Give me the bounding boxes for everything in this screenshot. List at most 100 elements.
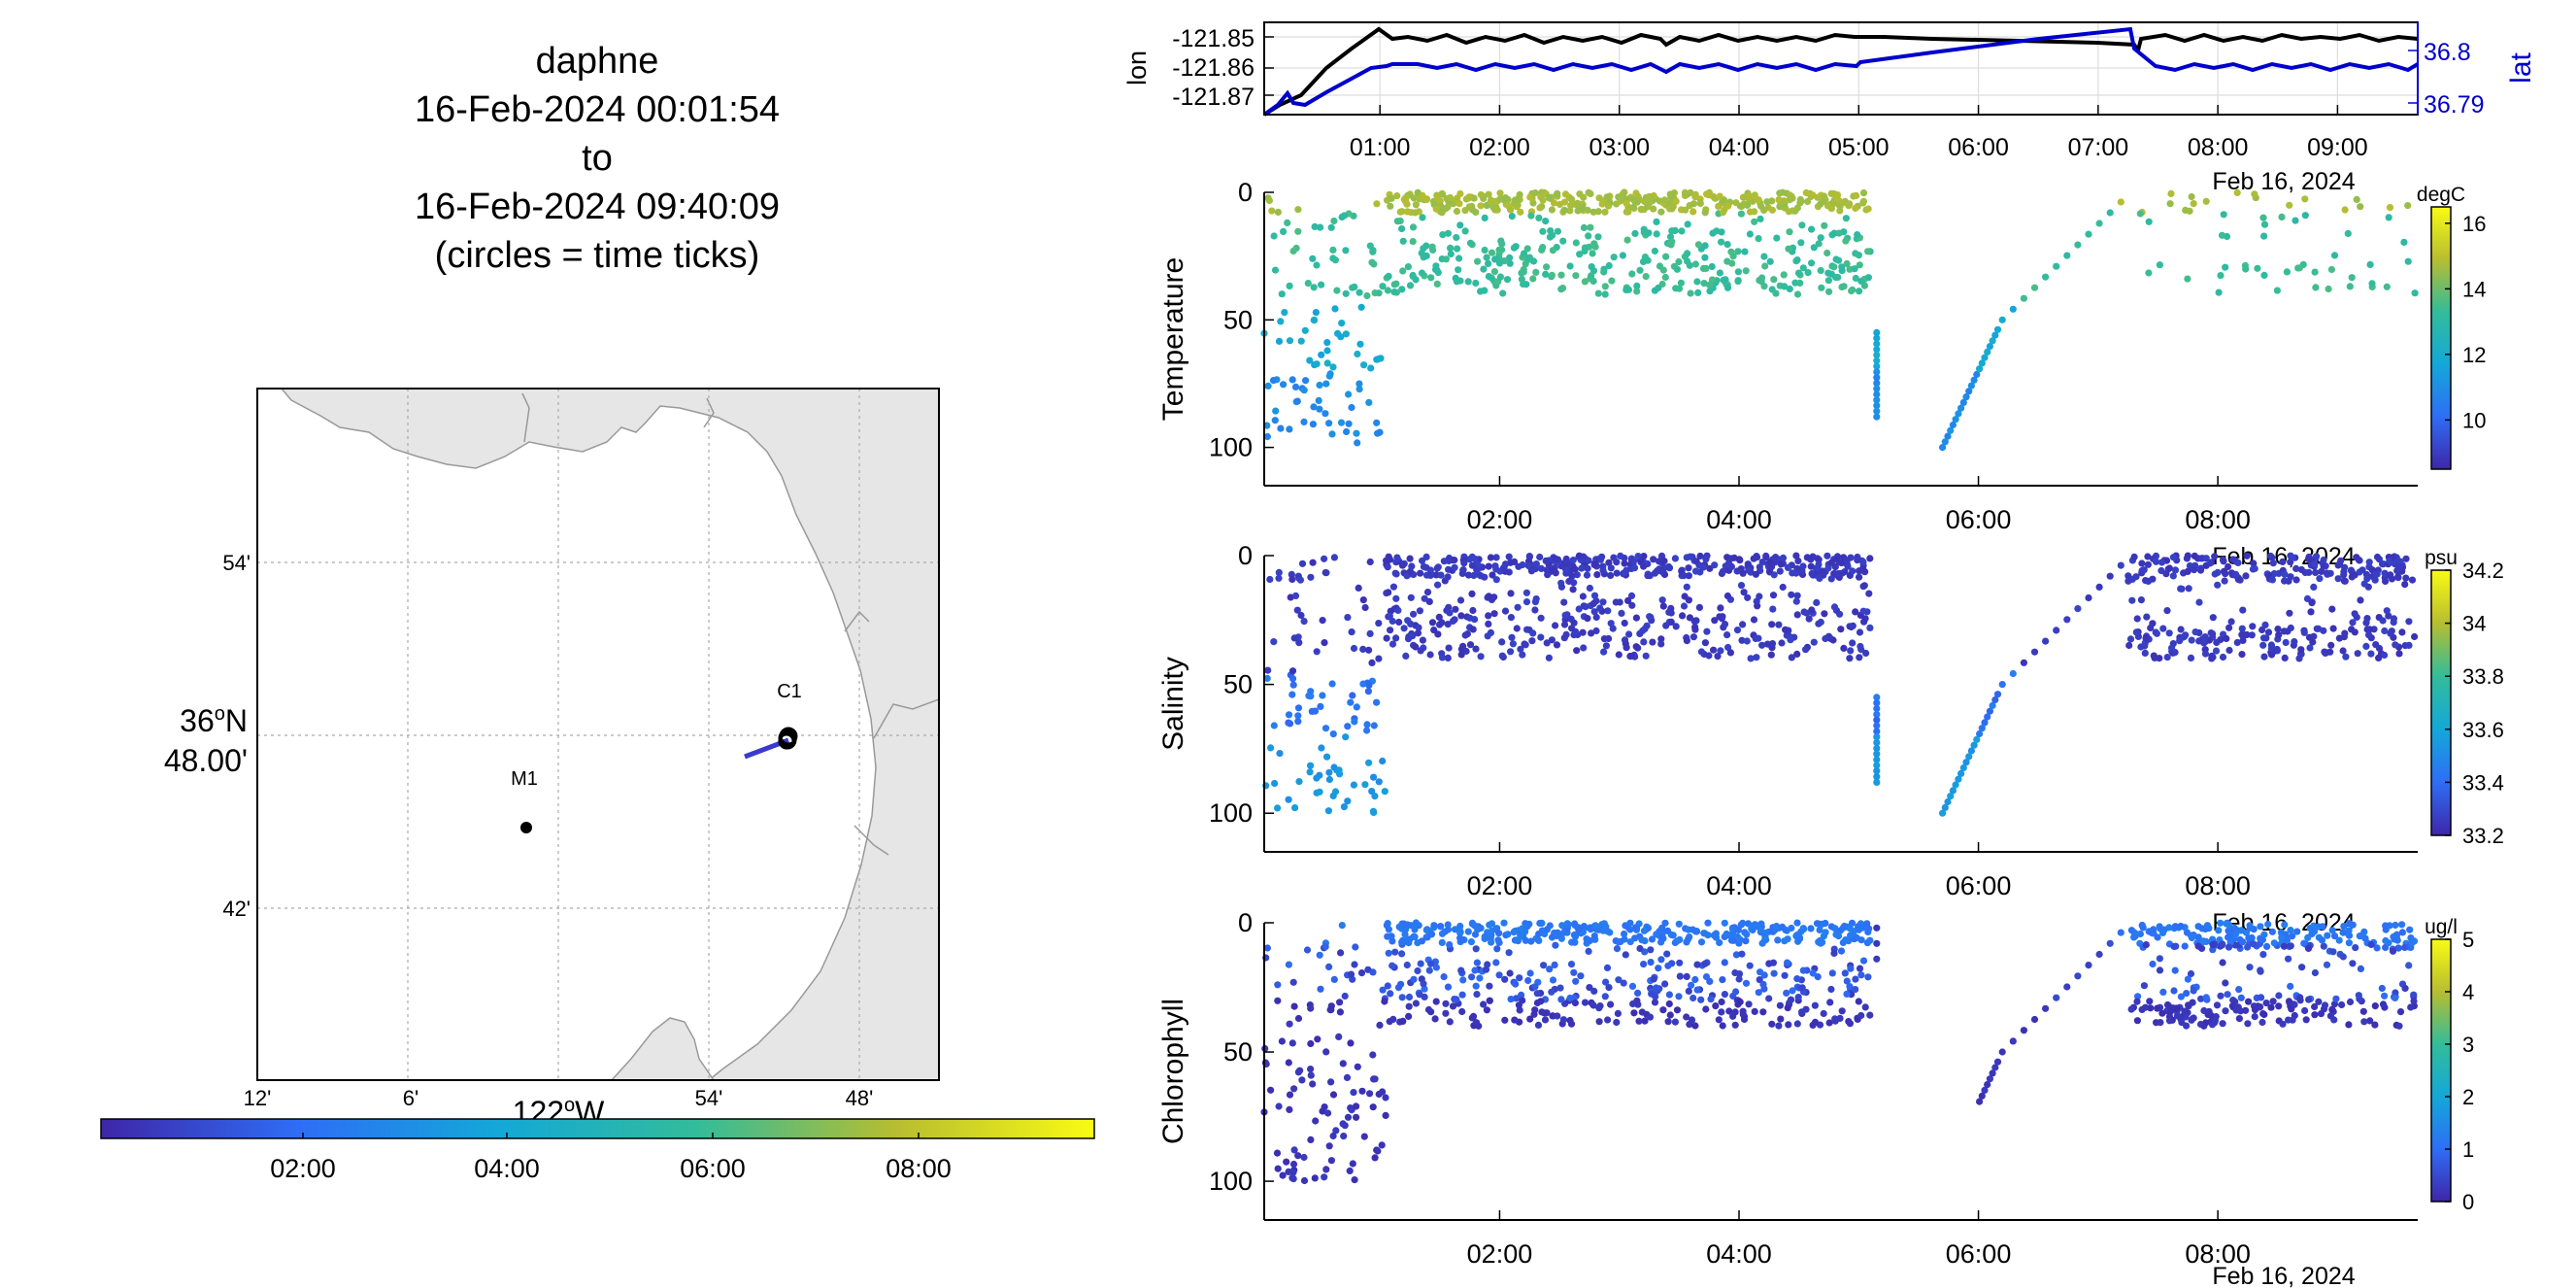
salinity-point (1288, 691, 1296, 698)
chlorophyll-point (1538, 919, 1546, 928)
salinity-point (1529, 629, 1537, 637)
salinity-point (1973, 735, 1981, 744)
chlorophyll-point (2287, 927, 2294, 934)
salinity-point (1859, 558, 1867, 566)
salinity-point (2312, 568, 2320, 577)
chlorophyll-point (2410, 998, 2418, 1005)
chlorophyll-point (1473, 959, 1481, 966)
temperature-point (1536, 204, 1544, 212)
salinity-point (1607, 571, 1615, 580)
salinity-units-label: psu (2425, 547, 2458, 569)
salinity-point (1815, 620, 1823, 627)
salinity-point (1816, 574, 1823, 583)
chlorophyll-point (1303, 946, 1312, 954)
temperature-point (1539, 196, 1547, 204)
salinity-point (1307, 688, 1315, 695)
chlorophyll-point (2239, 938, 2247, 946)
salinity-point (1695, 603, 1703, 612)
temperature-point (1852, 274, 1859, 283)
chlorophyll-point (1798, 1008, 1806, 1016)
salinity-point (1798, 567, 1806, 575)
temperature-point (1842, 215, 1850, 222)
temperature-point (1431, 265, 1440, 274)
chlorophyll-ytick-label: 0 (1238, 908, 1253, 937)
temperature-point (1318, 351, 1325, 358)
temperature-point (2217, 272, 2225, 280)
temperature-point (1947, 426, 1955, 434)
chlorophyll-point (1486, 982, 1493, 990)
chlorophyll-ytick-label: 100 (1209, 1167, 1253, 1196)
salinity-point (1528, 637, 1536, 645)
chlorophyll-point (2398, 929, 2406, 936)
salinity-point (1543, 639, 1551, 647)
chlorophyll-point (2258, 1018, 2266, 1027)
salinity-point (1596, 604, 1604, 612)
salinity-point (1570, 579, 1578, 587)
chlorophyll-point (1772, 925, 1780, 932)
salinity-point (2351, 571, 2359, 579)
chlorophyll-point (2225, 943, 2233, 951)
chlorophyll-point (1595, 1004, 1603, 1012)
temperature-point (1843, 259, 1851, 268)
temperature-point (1559, 237, 1567, 245)
temperature-point (1756, 215, 1764, 222)
temperature-point (1294, 206, 1302, 214)
chlorophyll-point (1785, 1021, 1792, 1029)
salinity-point (1685, 564, 1692, 572)
lat-ytick-marks (2408, 50, 2418, 104)
chlorophyll-point (1535, 931, 1543, 938)
chlorophyll-point (1344, 1113, 1353, 1121)
chlorophyll-point (2260, 931, 2268, 938)
salinity-point (1618, 609, 1625, 618)
temperature-point (2301, 212, 2309, 220)
salinity-point (2267, 641, 2275, 649)
temperature-point (1682, 206, 1689, 214)
salinity-point (1615, 651, 1623, 659)
chlorophyll-point (2159, 988, 2167, 996)
chlorophyll-point (2228, 1002, 2236, 1010)
chlorophyll-point (1613, 1018, 1621, 1027)
salinity-point (1846, 655, 1854, 662)
temperature-point (1481, 287, 1489, 294)
chlorophyll-point (1351, 961, 1358, 968)
salinity-point (1959, 763, 1967, 772)
salinity-point (1537, 564, 1545, 573)
chlorophyll-point (1527, 937, 1535, 945)
chlorophyll-point (1873, 939, 1881, 947)
temperature-point (1732, 199, 1740, 207)
salinity-point (1294, 704, 1303, 712)
temperature-point (1353, 429, 1360, 437)
chlorophyll-point (1602, 978, 1610, 986)
chlorophyll-point (1607, 1000, 1615, 1008)
salinity-point (1744, 593, 1752, 601)
chlorophyll-point (1707, 996, 1715, 1003)
salinity-point (1428, 619, 1437, 627)
chlorophyll-point (1571, 938, 1579, 946)
salinity-point (2209, 614, 2217, 622)
lon-line (1262, 26, 2419, 117)
temperature-point (2292, 217, 2299, 224)
salinity-point (1321, 725, 1330, 732)
salinity-point (1793, 650, 1801, 659)
salinity-point (1590, 560, 1598, 569)
salinity-point (2308, 599, 2316, 607)
salinity-point (1552, 622, 1559, 629)
chlorophyll-point (1744, 920, 1753, 928)
chlorophyll-point (2053, 994, 2060, 1001)
chlorophyll-point (1317, 985, 1324, 993)
salinity-point (2280, 627, 2288, 635)
chlorophyll-point (1736, 935, 1744, 944)
temperature-point (1331, 256, 1339, 264)
temperature-point (1657, 208, 1665, 216)
temperature-point (1456, 221, 1464, 229)
salinity-point (2365, 559, 2373, 566)
chlorophyll-point (1556, 984, 1564, 992)
chlorophyll-point (1343, 1073, 1352, 1081)
salinity-point (1485, 593, 1492, 600)
salinity-point (2316, 575, 2324, 583)
salinity-point (1263, 674, 1271, 683)
salinity-point (1823, 552, 1831, 559)
salinity-point (1381, 788, 1388, 796)
salinity-point (2381, 651, 2389, 660)
